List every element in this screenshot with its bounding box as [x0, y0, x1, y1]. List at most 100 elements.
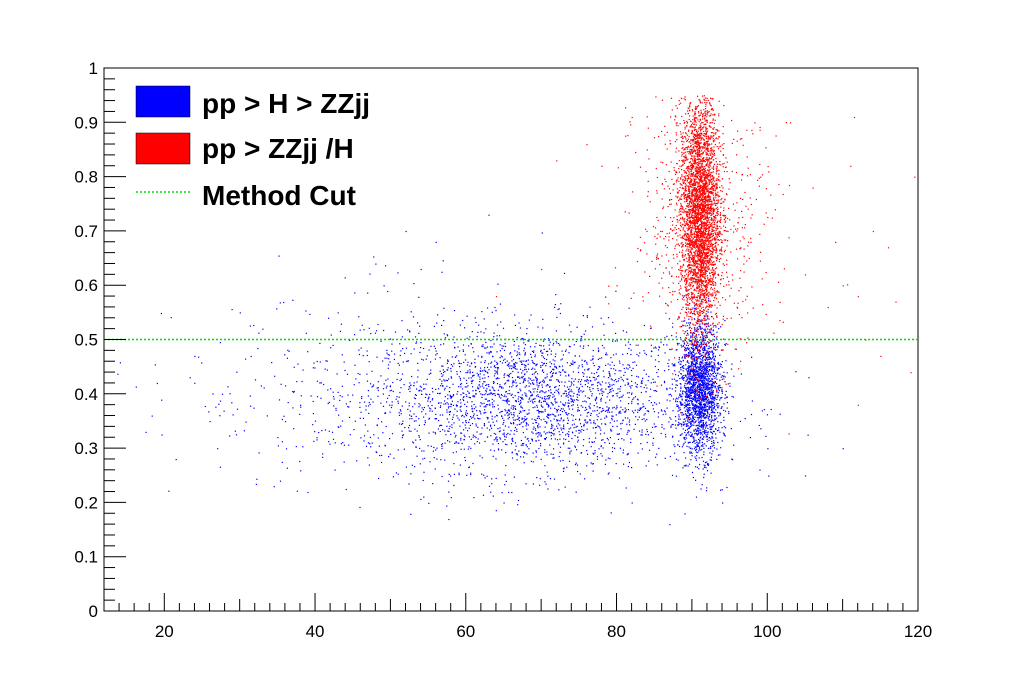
- data-point: [480, 331, 482, 333]
- data-point: [472, 386, 474, 388]
- data-point: [277, 437, 279, 439]
- data-point: [686, 347, 688, 349]
- data-point: [672, 365, 674, 367]
- data-point: [324, 429, 327, 431]
- data-point: [700, 363, 702, 366]
- data-point: [623, 367, 625, 370]
- data-point: [700, 389, 702, 391]
- data-point: [609, 364, 611, 366]
- data-point: [514, 395, 516, 397]
- data-point: [703, 395, 705, 397]
- data-point: [698, 363, 700, 365]
- data-point: [639, 408, 641, 410]
- data-point: [578, 394, 580, 396]
- data-point: [705, 342, 707, 344]
- data-point: [693, 411, 695, 413]
- data-point: [474, 418, 476, 420]
- data-point: [493, 336, 495, 338]
- data-point: [529, 400, 531, 402]
- data-point: [456, 405, 458, 407]
- data-point: [423, 424, 425, 426]
- data-point: [567, 402, 569, 404]
- data-point: [701, 361, 703, 363]
- data-point: [397, 402, 399, 404]
- data-point: [256, 478, 258, 480]
- data-point: [572, 432, 574, 434]
- data-point: [654, 402, 656, 404]
- data-point: [337, 312, 339, 314]
- data-point: [208, 411, 210, 413]
- data-point: [706, 379, 708, 381]
- data-point: [530, 383, 532, 385]
- data-point: [253, 324, 255, 327]
- data-point: [759, 469, 761, 471]
- data-point: [550, 431, 553, 434]
- data-point: [691, 434, 693, 436]
- data-point: [544, 400, 546, 403]
- data-point: [145, 431, 147, 433]
- data-point: [577, 404, 579, 406]
- data-point: [463, 377, 465, 379]
- data-point: [365, 409, 367, 411]
- data-point: [554, 398, 556, 400]
- data-point: [584, 419, 587, 421]
- data-point: [710, 426, 712, 428]
- data-point: [391, 343, 393, 345]
- data-point: [700, 354, 702, 356]
- data-point: [707, 331, 709, 333]
- data-point: [714, 418, 716, 420]
- data-point: [511, 405, 513, 407]
- data-point: [658, 361, 660, 363]
- data-point: [713, 385, 715, 387]
- data-point: [472, 416, 474, 418]
- data-point: [509, 386, 511, 388]
- data-point: [473, 408, 475, 410]
- data-point: [710, 351, 712, 353]
- data-point: [684, 431, 686, 434]
- data-point: [599, 357, 601, 359]
- data-point: [715, 433, 717, 435]
- data-point: [638, 355, 640, 357]
- data-point: [276, 308, 278, 310]
- data-point: [345, 403, 347, 405]
- data-point: [695, 367, 697, 369]
- data-point: [635, 364, 638, 366]
- data-point: [554, 407, 556, 409]
- data-point: [526, 428, 528, 430]
- data-point: [552, 457, 554, 459]
- data-point: [699, 446, 701, 448]
- data-point: [508, 413, 510, 416]
- data-point: [693, 336, 695, 338]
- data-point: [519, 382, 521, 384]
- data-point: [680, 386, 682, 388]
- data-point: [677, 444, 679, 446]
- data-point: [514, 408, 516, 410]
- data-point: [637, 344, 639, 346]
- data-point: [463, 434, 465, 436]
- data-point: [665, 436, 667, 438]
- data-point: [699, 388, 701, 390]
- data-point: [560, 427, 562, 429]
- data-point: [707, 386, 709, 388]
- data-point: [559, 434, 561, 436]
- data-point: [572, 362, 574, 364]
- data-point: [710, 406, 712, 408]
- data-point: [511, 414, 513, 416]
- data-point: [391, 350, 393, 352]
- data-point: [705, 366, 707, 369]
- data-point: [598, 448, 600, 450]
- data-point: [691, 435, 693, 437]
- data-point: [710, 438, 712, 440]
- data-point: [563, 442, 565, 444]
- data-point: [685, 375, 687, 377]
- data-point: [518, 391, 520, 394]
- data-point: [553, 395, 555, 397]
- data-point: [546, 376, 548, 378]
- data-point: [430, 361, 432, 363]
- data-point: [703, 397, 705, 399]
- data-point: [549, 348, 551, 350]
- data-point: [687, 342, 689, 344]
- data-point: [695, 346, 697, 348]
- data-point: [460, 383, 462, 386]
- data-point: [524, 364, 526, 366]
